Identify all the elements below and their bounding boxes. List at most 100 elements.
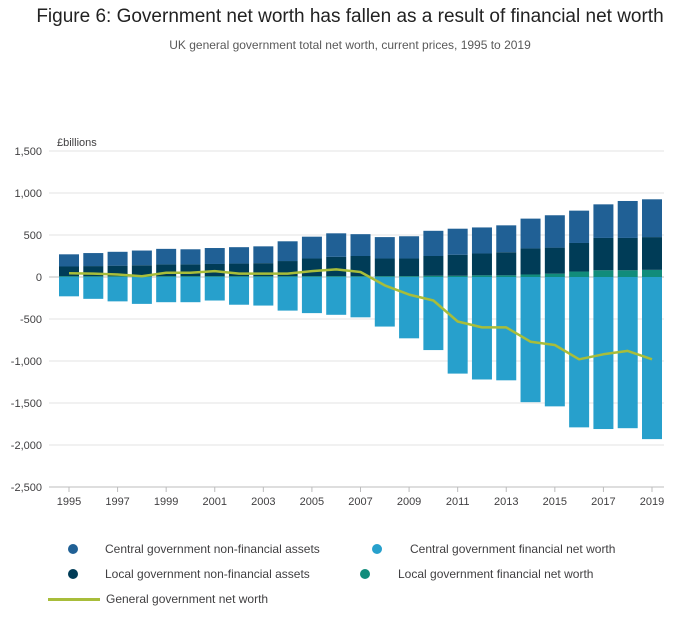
y-tick-label: -2,500 — [11, 482, 42, 494]
x-tick-label: 2007 — [348, 496, 372, 508]
bar-central-financial — [350, 277, 371, 318]
bar-central-nonfinancial — [471, 227, 492, 254]
bar-central-nonfinancial — [301, 236, 322, 259]
bar-local-nonfinancial — [326, 256, 347, 277]
bar-local-financial — [204, 276, 225, 277]
bar-central-financial — [59, 277, 79, 297]
bar-central-nonfinancial — [423, 230, 444, 256]
bar-local-nonfinancial — [544, 247, 565, 274]
x-tick-label: 2015 — [543, 496, 567, 508]
chart-subtitle: UK general government total net worth, c… — [169, 38, 531, 52]
bar-local-nonfinancial — [520, 248, 541, 275]
line-general-government-net-worth — [68, 268, 653, 361]
bar-local-nonfinancial — [617, 237, 638, 271]
bar-central-financial — [253, 277, 274, 306]
bar-central-nonfinancial — [374, 237, 395, 259]
y-axis-unit-label: £billions — [57, 137, 97, 149]
bar-central-financial — [204, 277, 225, 301]
bar-central-financial — [544, 277, 565, 407]
x-tick-label: 2005 — [300, 496, 324, 508]
bar-local-financial — [301, 276, 322, 277]
bar-local-financial — [399, 276, 420, 277]
chart-title: Figure 6: Government net worth has falle… — [36, 6, 664, 27]
bar-central-nonfinancial — [253, 246, 274, 264]
bar-central-financial — [593, 277, 614, 430]
bar-local-financial — [593, 270, 614, 277]
bar-local-financial — [617, 270, 638, 277]
bar-central-financial — [83, 277, 104, 299]
bar-central-nonfinancial — [59, 254, 79, 267]
bar-central-nonfinancial — [520, 218, 541, 249]
y-tick-label: 0 — [36, 272, 42, 284]
y-tick-label: 1,000 — [14, 188, 42, 200]
x-tick-label: 2003 — [251, 496, 275, 508]
bar-central-nonfinancial — [350, 234, 371, 256]
bar-central-nonfinancial — [156, 248, 177, 265]
bar-central-nonfinancial — [326, 233, 347, 257]
bar-central-financial — [107, 277, 128, 302]
bar-local-financial — [59, 276, 79, 277]
bar-central-financial — [131, 277, 152, 304]
bar-local-nonfinancial — [496, 252, 517, 276]
bar-central-financial — [277, 277, 298, 311]
bar-central-financial — [301, 277, 322, 314]
bar-local-financial — [277, 276, 298, 277]
x-tick-label: 2009 — [397, 496, 421, 508]
bar-central-nonfinancial — [204, 248, 225, 264]
bar-central-financial — [447, 277, 468, 374]
bar-local-nonfinancial — [83, 266, 104, 277]
bar-local-financial — [83, 276, 104, 277]
bar-central-financial — [326, 277, 347, 315]
bar-local-nonfinancial — [593, 237, 614, 271]
bar-local-nonfinancial — [399, 258, 420, 277]
bar-central-nonfinancial — [399, 236, 420, 259]
bar-local-financial — [229, 276, 250, 277]
bar-central-nonfinancial — [83, 253, 104, 267]
x-tick-label: 1999 — [154, 496, 178, 508]
bar-local-nonfinancial — [569, 242, 590, 272]
y-tick-label: -1,000 — [11, 356, 42, 368]
bar-local-financial — [569, 271, 590, 277]
bar-central-nonfinancial — [617, 200, 638, 238]
bar-local-financial — [253, 276, 274, 277]
x-tick-label: 2017 — [591, 496, 615, 508]
bar-central-nonfinancial — [447, 228, 468, 255]
x-tick-label: 2019 — [640, 496, 664, 508]
bar-local-financial — [496, 275, 517, 277]
bar-local-financial — [423, 275, 444, 277]
bar-central-financial — [156, 277, 177, 303]
bar-local-financial — [642, 269, 662, 277]
x-tick-label: 1995 — [57, 496, 81, 508]
bar-local-nonfinancial — [423, 256, 444, 276]
bar-central-financial — [520, 277, 541, 403]
bar-local-nonfinancial — [301, 258, 322, 277]
bar-central-nonfinancial — [229, 247, 250, 264]
bar-local-nonfinancial — [180, 264, 201, 277]
bar-local-financial — [326, 276, 347, 277]
y-tick-label: -500 — [20, 314, 42, 326]
bar-central-financial — [569, 277, 590, 428]
bar-central-nonfinancial — [593, 204, 614, 238]
bar-local-financial — [107, 276, 128, 277]
bar-central-nonfinancial — [131, 250, 152, 266]
bar-local-nonfinancial — [131, 265, 152, 277]
bar-local-financial — [180, 276, 201, 277]
bar-local-nonfinancial — [107, 265, 128, 277]
bar-central-nonfinancial — [544, 215, 565, 248]
bar-central-nonfinancial — [180, 249, 201, 265]
bar-local-financial — [471, 275, 492, 277]
bar-central-nonfinancial — [496, 225, 517, 253]
bar-local-nonfinancial — [447, 254, 468, 276]
x-tick-label: 1997 — [105, 496, 129, 508]
y-tick-label: -2,000 — [11, 440, 42, 452]
bar-central-nonfinancial — [107, 251, 128, 266]
x-tick-label: 2001 — [203, 496, 227, 508]
bar-local-financial — [374, 276, 395, 277]
bar-central-financial — [374, 277, 395, 327]
bar-local-nonfinancial — [374, 258, 395, 277]
bar-central-financial — [399, 277, 420, 339]
bar-central-nonfinancial — [277, 241, 298, 262]
bar-local-nonfinancial — [59, 266, 79, 277]
bar-central-financial — [617, 277, 638, 429]
